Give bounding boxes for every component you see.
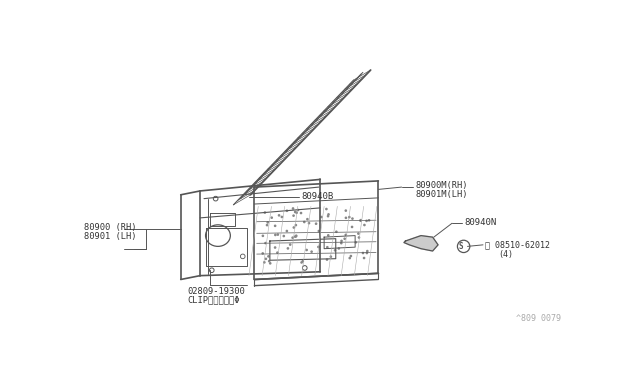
- Circle shape: [269, 263, 271, 264]
- Circle shape: [293, 215, 294, 216]
- Circle shape: [367, 250, 368, 252]
- Circle shape: [286, 230, 287, 232]
- Text: 02809-19300: 02809-19300: [187, 286, 244, 295]
- Circle shape: [318, 246, 319, 247]
- Circle shape: [266, 225, 268, 226]
- Circle shape: [286, 210, 287, 211]
- Circle shape: [311, 251, 312, 252]
- Circle shape: [287, 248, 289, 249]
- Circle shape: [265, 258, 266, 259]
- Circle shape: [262, 253, 263, 254]
- Polygon shape: [404, 235, 438, 251]
- Circle shape: [292, 237, 293, 238]
- Circle shape: [298, 209, 299, 211]
- Circle shape: [326, 259, 328, 260]
- Circle shape: [293, 227, 294, 228]
- Circle shape: [350, 256, 351, 257]
- Circle shape: [364, 224, 365, 226]
- Text: (4): (4): [499, 250, 513, 259]
- Circle shape: [281, 216, 282, 218]
- Circle shape: [369, 220, 370, 221]
- Circle shape: [327, 247, 328, 248]
- Text: 80940N: 80940N: [465, 218, 497, 227]
- Circle shape: [264, 212, 266, 213]
- Circle shape: [336, 231, 337, 232]
- Circle shape: [364, 257, 365, 259]
- Circle shape: [362, 252, 364, 254]
- Circle shape: [349, 217, 350, 218]
- Text: S: S: [459, 242, 463, 251]
- Circle shape: [349, 257, 350, 259]
- Circle shape: [271, 217, 273, 218]
- Circle shape: [326, 208, 327, 210]
- Circle shape: [328, 215, 329, 217]
- Circle shape: [303, 221, 305, 222]
- Circle shape: [277, 234, 278, 235]
- Circle shape: [340, 243, 342, 244]
- Circle shape: [278, 215, 280, 216]
- Circle shape: [292, 208, 294, 209]
- Circle shape: [289, 244, 291, 245]
- Circle shape: [330, 256, 332, 257]
- Circle shape: [328, 235, 329, 236]
- Circle shape: [366, 220, 367, 221]
- Circle shape: [269, 260, 270, 262]
- Circle shape: [344, 238, 346, 239]
- Circle shape: [328, 214, 329, 215]
- Circle shape: [358, 237, 360, 238]
- Circle shape: [262, 235, 264, 237]
- Circle shape: [360, 219, 362, 221]
- Circle shape: [306, 249, 307, 251]
- Circle shape: [345, 210, 346, 211]
- Circle shape: [295, 236, 296, 237]
- Circle shape: [341, 240, 342, 241]
- Circle shape: [275, 234, 276, 235]
- Circle shape: [268, 256, 269, 257]
- Circle shape: [302, 261, 303, 262]
- Circle shape: [294, 236, 296, 237]
- Circle shape: [295, 225, 296, 226]
- Text: 80900M(RH): 80900M(RH): [415, 181, 468, 190]
- Circle shape: [351, 226, 353, 228]
- Text: 80940B: 80940B: [301, 192, 333, 201]
- Text: 80900 (RH): 80900 (RH): [84, 224, 136, 232]
- Circle shape: [275, 225, 276, 227]
- Circle shape: [352, 218, 353, 219]
- Circle shape: [296, 212, 297, 213]
- Circle shape: [355, 242, 356, 243]
- Circle shape: [301, 262, 302, 263]
- Circle shape: [360, 220, 361, 221]
- Circle shape: [296, 235, 297, 236]
- Circle shape: [300, 212, 301, 214]
- Circle shape: [366, 253, 367, 254]
- Circle shape: [265, 243, 266, 244]
- Circle shape: [321, 217, 322, 218]
- Text: 80901 (LH): 80901 (LH): [84, 232, 136, 241]
- Text: Ⓢ 08510-62012: Ⓢ 08510-62012: [484, 240, 550, 249]
- Text: ^809 0079: ^809 0079: [515, 314, 561, 323]
- Circle shape: [307, 219, 308, 220]
- Circle shape: [294, 211, 296, 212]
- Circle shape: [316, 223, 317, 224]
- Circle shape: [267, 222, 268, 223]
- Circle shape: [275, 247, 276, 248]
- Circle shape: [338, 248, 339, 249]
- Circle shape: [264, 262, 265, 263]
- Circle shape: [283, 235, 284, 237]
- Circle shape: [358, 233, 359, 234]
- Circle shape: [308, 222, 310, 224]
- Circle shape: [318, 230, 319, 232]
- Text: CLIPクリップ④Φ: CLIPクリップ④Φ: [187, 295, 239, 304]
- Text: 80901M(LH): 80901M(LH): [415, 189, 468, 199]
- Circle shape: [276, 252, 278, 253]
- Circle shape: [345, 234, 346, 235]
